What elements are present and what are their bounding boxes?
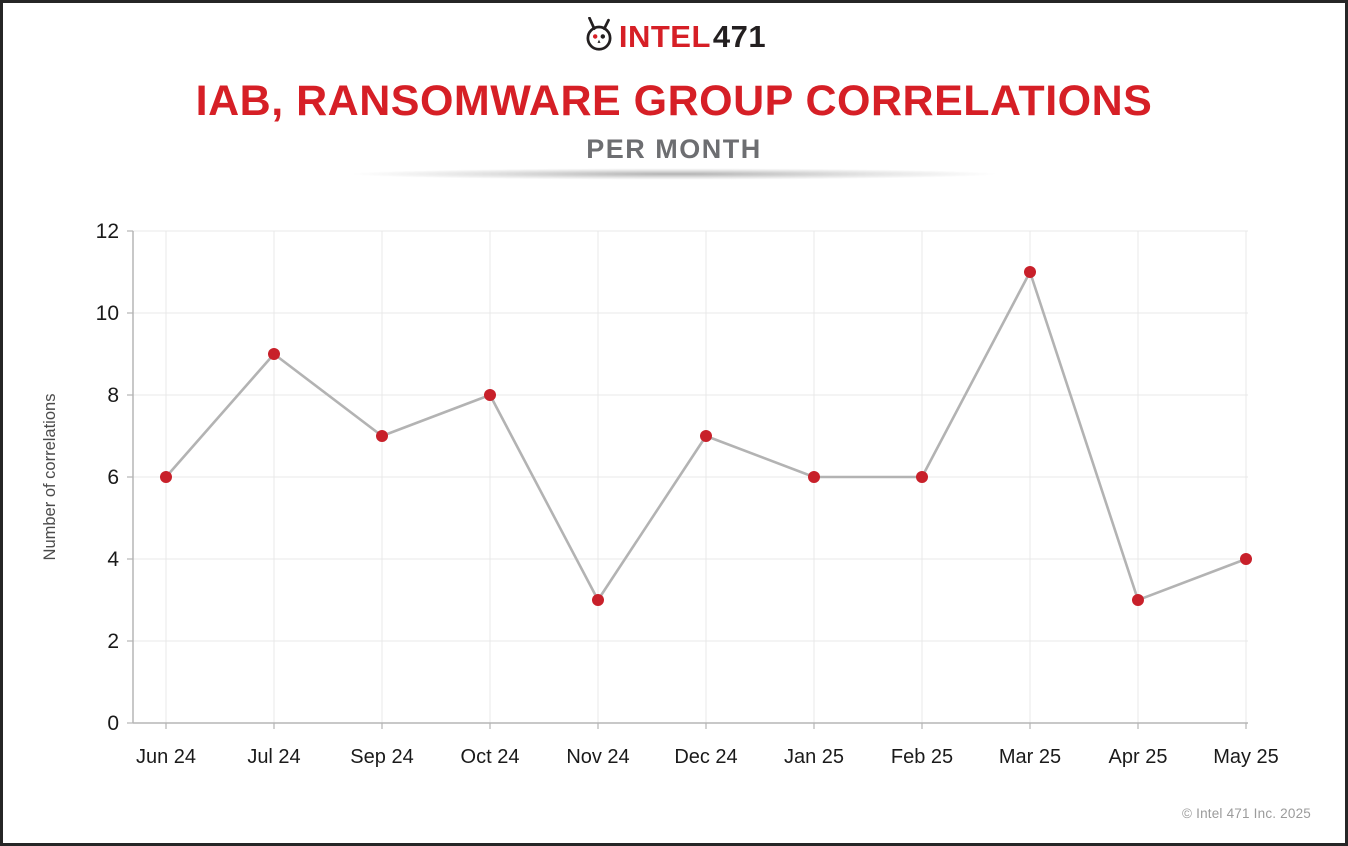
x-tick-label: Jan 25: [784, 746, 844, 768]
x-tick-label: Mar 25: [999, 746, 1061, 768]
data-point: [808, 471, 820, 483]
correlations-line-chart: 0 2 4 6 8 10 12 Jun 24 Jul 24 Sep 24 Oct 24 Nov 24…: [41, 220, 1279, 768]
data-point: [376, 430, 388, 442]
data-point: [592, 594, 604, 606]
y-tick-label: 4: [107, 548, 119, 571]
x-tick-label: Jun 24: [136, 746, 196, 768]
x-tick-label: Apr 25: [1109, 746, 1168, 768]
y-axis-title: Number of correlations: [41, 394, 59, 561]
x-tick-label: May 25: [1213, 746, 1279, 768]
x-tick-label: Oct 24: [461, 746, 520, 768]
y-tick-label: 2: [107, 630, 119, 653]
data-point: [268, 348, 280, 360]
x-tick-label: Nov 24: [566, 746, 629, 768]
logo-text-471: 471: [712, 19, 767, 54]
data-point: [484, 389, 496, 401]
data-point: [700, 430, 712, 442]
logo-text-intel: INTEL: [618, 19, 711, 54]
owl-logo-icon: [586, 17, 612, 51]
y-tick-label: 6: [107, 466, 119, 489]
y-tick-label: 8: [107, 384, 119, 407]
y-tick-label: 12: [96, 220, 119, 243]
chart-x-tick-labels: Jun 24 Jul 24 Sep 24 Oct 24 Nov 24 Dec 24 Jan …: [136, 746, 1279, 768]
chart-y-tick-labels: 0 2 4 6 8 10 12: [96, 220, 120, 735]
chart-gridlines: [133, 230, 1248, 723]
data-point: [916, 471, 928, 483]
page-subtitle: PER MONTH: [586, 134, 762, 164]
data-point: [1240, 553, 1252, 565]
chart-axes: [127, 230, 1248, 729]
y-tick-label: 10: [96, 302, 119, 325]
x-tick-label: Sep 24: [350, 746, 413, 768]
data-point: [160, 471, 172, 483]
copyright-notice: © Intel 471 Inc. 2025: [1182, 806, 1311, 821]
x-tick-label: Dec 24: [674, 746, 737, 768]
y-tick-label: 0: [107, 712, 119, 735]
page-title: IAB, RANSOMWARE GROUP CORRELATIONS: [195, 77, 1153, 125]
x-tick-label: Jul 24: [247, 746, 300, 768]
data-point: [1132, 594, 1144, 606]
intel471-logo: INTEL 471: [3, 17, 1345, 55]
chart-series: [160, 266, 1252, 606]
data-point: [1024, 266, 1036, 278]
x-tick-label: Feb 25: [891, 746, 953, 768]
